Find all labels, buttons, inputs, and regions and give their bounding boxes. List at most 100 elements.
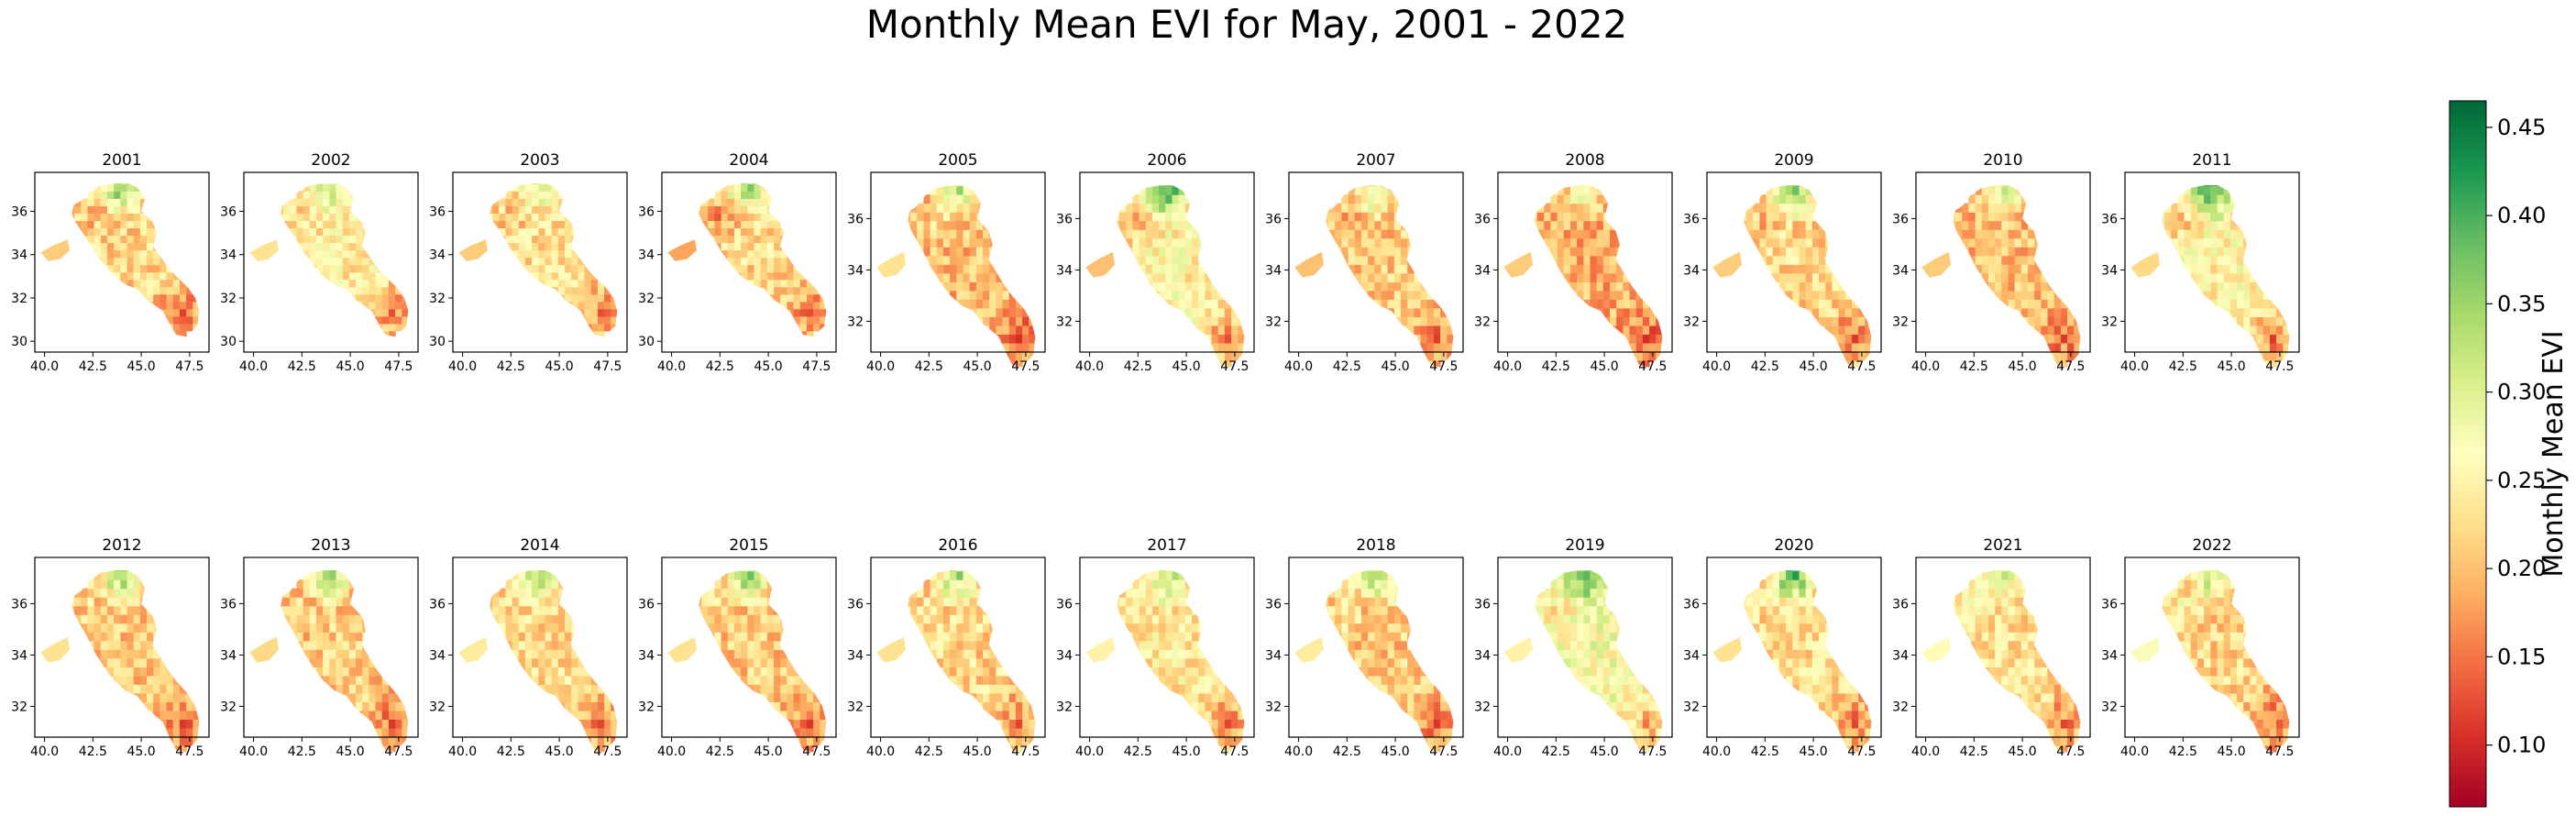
district-cell bbox=[329, 570, 337, 572]
district-cell bbox=[315, 675, 324, 685]
district-cell bbox=[733, 213, 742, 222]
district-cell bbox=[362, 710, 369, 720]
district-cell bbox=[538, 667, 546, 677]
district-cell bbox=[492, 220, 500, 229]
district-cell bbox=[1393, 194, 1402, 204]
district-cell bbox=[930, 632, 938, 642]
district-cell bbox=[1557, 247, 1565, 257]
district-cell bbox=[780, 279, 787, 288]
district-cell bbox=[1198, 264, 1205, 274]
district-cell bbox=[2014, 692, 2022, 702]
district-cell bbox=[342, 286, 350, 295]
district-cell bbox=[1401, 632, 1408, 642]
district-cell bbox=[1953, 597, 1956, 607]
district-cell bbox=[2008, 623, 2016, 633]
district-cell bbox=[1139, 264, 1147, 274]
district-cell bbox=[1165, 632, 1173, 642]
district-cell bbox=[2204, 657, 2211, 667]
district-cell bbox=[100, 649, 108, 659]
district-cell bbox=[963, 212, 971, 222]
district-cell bbox=[2177, 605, 2185, 615]
district-cell bbox=[2001, 649, 2009, 659]
district-cell bbox=[2243, 701, 2251, 711]
district-cell bbox=[1596, 185, 1604, 195]
district-cell bbox=[1851, 325, 1859, 335]
district-cell bbox=[1440, 325, 1448, 335]
district-cell bbox=[1119, 220, 1127, 230]
district-cell bbox=[1851, 710, 1859, 720]
x-tick-label: 47.5 bbox=[802, 744, 831, 759]
district-cell bbox=[1002, 692, 1010, 702]
district-cell bbox=[727, 183, 735, 192]
district-cell bbox=[1799, 605, 1807, 615]
district-cell bbox=[532, 183, 539, 192]
district-cell bbox=[2020, 290, 2029, 300]
district-cell bbox=[1987, 588, 1996, 598]
district-cell bbox=[2060, 307, 2068, 317]
district-cell bbox=[336, 220, 344, 229]
district-cell bbox=[708, 623, 716, 633]
district-cell bbox=[336, 605, 344, 615]
district-cell bbox=[727, 227, 735, 237]
district-cell bbox=[1159, 237, 1166, 248]
district-cell bbox=[2256, 675, 2264, 685]
district-cell bbox=[172, 293, 181, 303]
district-cell bbox=[799, 684, 808, 694]
district-cell bbox=[336, 242, 344, 251]
district-cell bbox=[1610, 684, 1617, 694]
district-cell bbox=[1015, 684, 1023, 694]
district-cell bbox=[741, 227, 748, 237]
district-cell bbox=[1008, 334, 1017, 344]
district-cell bbox=[1387, 264, 1395, 274]
district-cell bbox=[2177, 237, 2185, 248]
district-cell bbox=[153, 719, 160, 729]
district-cell bbox=[2184, 614, 2192, 624]
district-cell bbox=[499, 220, 507, 229]
district-cell bbox=[983, 237, 990, 248]
district-cell bbox=[342, 605, 350, 615]
district-cell bbox=[538, 271, 546, 281]
district-cell bbox=[760, 213, 768, 222]
district-cell bbox=[303, 579, 311, 590]
district-cell bbox=[1537, 229, 1545, 239]
district-cell bbox=[1172, 614, 1180, 624]
district-cell bbox=[1819, 316, 1826, 326]
district-cell bbox=[969, 579, 977, 590]
district-cell bbox=[2053, 727, 2062, 738]
district-cell bbox=[975, 640, 984, 650]
district-cell bbox=[1577, 212, 1584, 222]
district-cell bbox=[1616, 692, 1624, 702]
district-cell bbox=[942, 281, 951, 292]
district-cell bbox=[1590, 229, 1598, 239]
district-cell bbox=[1414, 325, 1422, 335]
district-cell bbox=[963, 185, 971, 195]
district-cell bbox=[1192, 237, 1199, 248]
country-outline bbox=[1116, 184, 1245, 369]
country-outline bbox=[1952, 184, 2081, 369]
x-tick-label: 47.5 bbox=[1220, 359, 1249, 374]
district-cell bbox=[597, 315, 605, 325]
district-cell bbox=[1368, 623, 1375, 633]
district-cell bbox=[956, 570, 964, 580]
district-cell bbox=[1328, 614, 1336, 624]
district-cell bbox=[1537, 597, 1545, 607]
district-cell bbox=[747, 213, 755, 222]
district-cell bbox=[133, 286, 141, 295]
district-cell bbox=[2184, 588, 2192, 598]
district-cell bbox=[283, 213, 291, 222]
district-cell bbox=[1159, 220, 1166, 230]
district-cell bbox=[557, 286, 566, 295]
district-cell bbox=[356, 701, 363, 711]
district-cell bbox=[1649, 342, 1657, 353]
district-cell bbox=[1132, 649, 1140, 659]
district-cell bbox=[1772, 588, 1780, 598]
district-cell bbox=[2229, 220, 2238, 230]
district-cell bbox=[1602, 307, 1611, 317]
x-tick-label: 40.0 bbox=[1075, 359, 1104, 374]
district-cell bbox=[87, 579, 95, 590]
district-cell bbox=[1328, 212, 1336, 222]
district-cell bbox=[989, 334, 996, 344]
district-cell bbox=[1995, 264, 2002, 274]
district-cell bbox=[571, 701, 578, 711]
district-cell bbox=[2014, 597, 2022, 607]
